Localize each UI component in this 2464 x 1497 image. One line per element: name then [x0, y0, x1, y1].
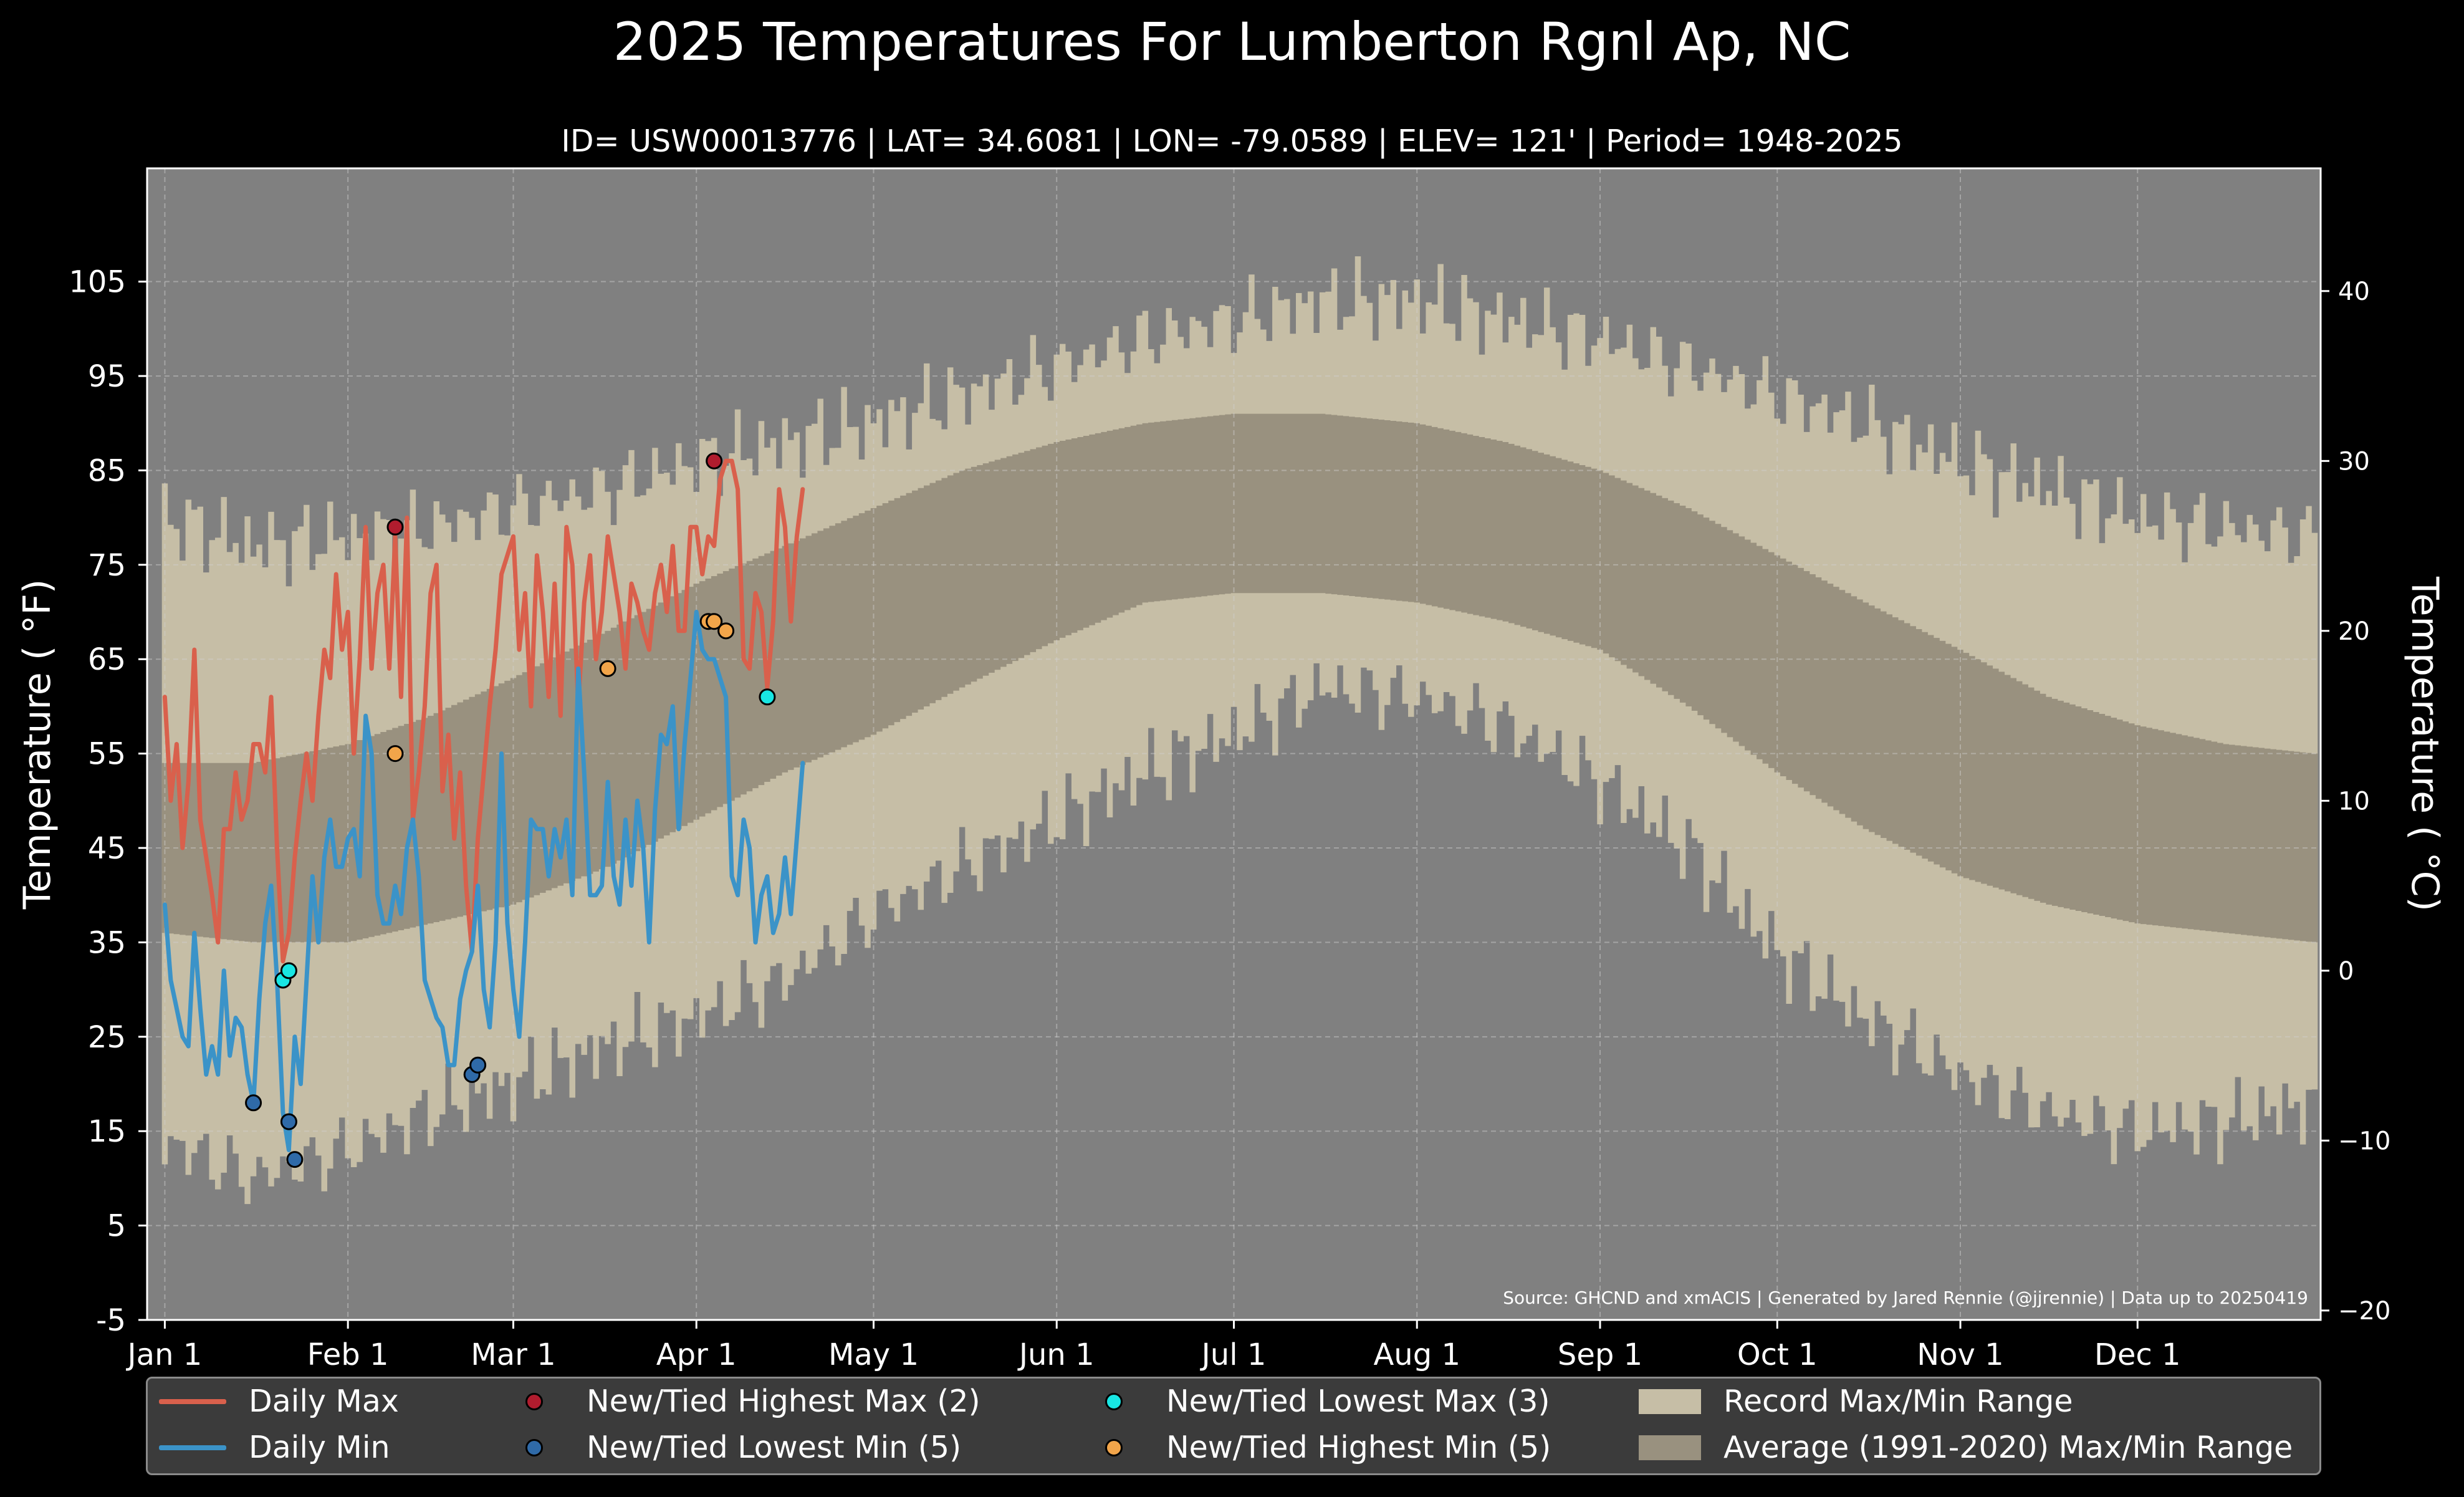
daily-max-swatch	[159, 1398, 226, 1404]
highest-max-swatch	[525, 1392, 543, 1410]
legend-item-highest-max: New/Tied Highest Max (2)	[515, 1384, 980, 1419]
lowest-min-swatch	[525, 1438, 543, 1456]
record-range-swatch	[1639, 1389, 1701, 1414]
x-tick-label: Jan 1	[126, 1337, 203, 1372]
legend-item-daily-min: Daily Min	[159, 1430, 390, 1465]
x-tick-label: Nov 1	[1917, 1337, 2003, 1372]
x-tick-label: Aug 1	[1373, 1337, 1460, 1372]
highest-min-marker	[386, 745, 404, 763]
legend-label-highest-min: New/Tied Highest Min (5)	[1166, 1430, 1551, 1465]
y-tick-label: 95	[88, 359, 126, 394]
y-tick-label: 55	[88, 737, 126, 772]
x-tick-label: Feb 1	[307, 1337, 389, 1372]
y-tick-label: 25	[88, 1020, 126, 1055]
highest-min-marker	[599, 660, 616, 677]
y2-tick-label: −20	[2338, 1297, 2390, 1326]
legend-item-record-range: Record Max/Min Range	[1639, 1384, 2073, 1419]
lowest-max-marker	[280, 962, 297, 980]
chart-title: 2025 Temperatures For Lumberton Rgnl Ap,…	[613, 11, 1851, 72]
lowest-min-marker	[280, 1113, 297, 1130]
y-tick-label: 15	[88, 1114, 126, 1149]
y-tick-label: 5	[107, 1209, 126, 1244]
y-tick-label: 65	[88, 642, 126, 677]
lowest-min-marker	[469, 1056, 487, 1074]
x-tick-label: Apr 1	[656, 1337, 737, 1372]
legend-item-lowest-min: New/Tied Lowest Min (5)	[515, 1430, 961, 1465]
y2-tick-label: 20	[2338, 617, 2370, 646]
y-tick-label: 75	[88, 548, 126, 583]
legend-label-lowest-max: New/Tied Lowest Max (3)	[1166, 1384, 1550, 1419]
y-tick-label: 85	[88, 453, 126, 488]
y2-axis-label: Temperature ( °C)	[2403, 576, 2447, 912]
normal-range-area	[161, 413, 2318, 943]
y2-tick-label: 30	[2338, 447, 2370, 476]
y2-tick-label: 40	[2338, 277, 2370, 306]
legend-label-daily-max: Daily Max	[249, 1384, 399, 1419]
daily-min-swatch	[159, 1445, 226, 1450]
lowest-min-marker	[286, 1151, 304, 1168]
legend-item-daily-max: Daily Max	[159, 1384, 399, 1419]
legend: Daily Max Daily Min New/Tied Highest Max…	[146, 1377, 2321, 1475]
y2-tick-label: 10	[2338, 787, 2370, 816]
record-range-area	[161, 256, 2318, 1205]
x-tick-label: May 1	[828, 1337, 919, 1372]
legend-item-lowest-max: New/Tied Lowest Max (3)	[1095, 1384, 1550, 1419]
chart-subtitle: ID= USW00013776 | LAT= 34.6081 | LON= -7…	[561, 123, 1903, 159]
legend-label-highest-max: New/Tied Highest Max (2)	[587, 1384, 980, 1419]
x-tick-label: Jul 1	[1200, 1337, 1267, 1372]
x-tick-label: Oct 1	[1737, 1337, 1818, 1372]
daily-min-line	[162, 610, 805, 1152]
y-axis-label: Temperature ( °F)	[16, 579, 59, 910]
highest-max-marker	[706, 452, 723, 469]
highest-min-swatch	[1105, 1438, 1123, 1456]
y-tick-label: 105	[69, 265, 126, 300]
legend-item-highest-min: New/Tied Highest Min (5)	[1095, 1430, 1551, 1465]
legend-label-lowest-min: New/Tied Lowest Min (5)	[587, 1430, 962, 1465]
source-note: Source: GHCND and xmACIS | Generated by …	[1503, 1288, 2308, 1308]
legend-label-daily-min: Daily Min	[249, 1430, 390, 1465]
x-tick-label: Sep 1	[1558, 1337, 1642, 1372]
y-tick-label: 35	[88, 925, 126, 960]
lowest-max-swatch	[1105, 1392, 1123, 1410]
highest-min-marker	[706, 613, 723, 630]
x-tick-label: Jun 1	[1017, 1337, 1095, 1372]
y-tick-label: -5	[96, 1303, 126, 1338]
highest-max-marker	[386, 518, 404, 536]
y-tick-label: 45	[88, 831, 126, 866]
y2-tick-label: 0	[2338, 957, 2354, 986]
legend-label-normal-range: Average (1991-2020) Max/Min Range	[1723, 1430, 2293, 1465]
lowest-min-marker	[245, 1094, 262, 1112]
x-tick-label: Dec 1	[2094, 1337, 2181, 1372]
y2-tick-label: −10	[2338, 1127, 2390, 1155]
legend-item-normal-range: Average (1991-2020) Max/Min Range	[1639, 1430, 2293, 1465]
highest-min-marker	[717, 622, 735, 640]
x-tick-label: Mar 1	[471, 1337, 555, 1372]
legend-label-record-range: Record Max/Min Range	[1723, 1384, 2073, 1419]
daily-max-line	[162, 458, 805, 964]
lowest-max-marker	[759, 688, 776, 706]
normal-range-swatch	[1639, 1435, 1701, 1460]
